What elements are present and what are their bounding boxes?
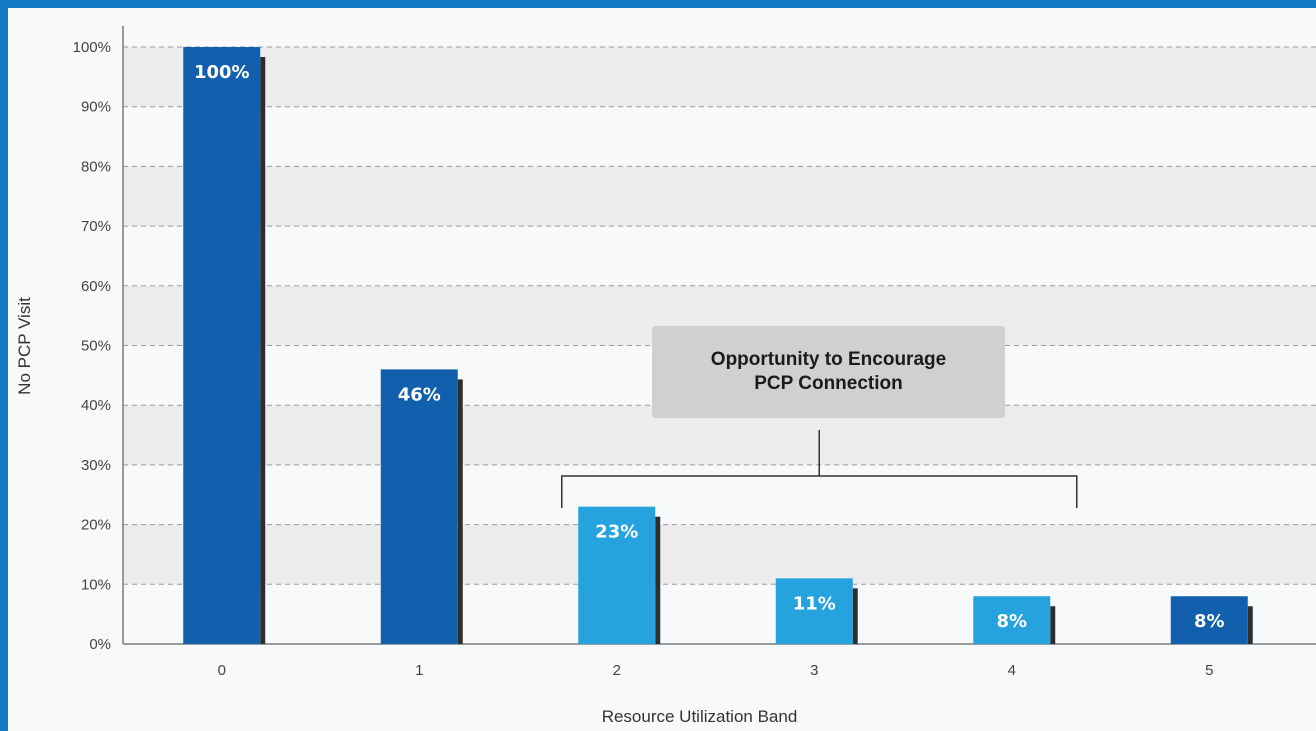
x-tick-label: 2: [613, 662, 621, 679]
bars: 100% 46% 23% 11% 8% 8%: [183, 47, 1253, 644]
bar: [380, 369, 458, 644]
x-axis: 0 1 2 3 4 5: [218, 662, 1214, 679]
x-tick-label: 4: [1008, 662, 1016, 679]
bar: [183, 47, 261, 644]
data-label: 46%: [398, 384, 441, 405]
x-axis-title: Resource Utilization Band: [602, 707, 798, 726]
y-tick-label: 80%: [81, 158, 111, 175]
x-tick-label: 0: [218, 662, 226, 679]
bar-shadow: [1050, 606, 1056, 644]
y-axis: 0% 10% 20% 30% 40% 50% 60% 70% 80% 90% 100%: [73, 26, 124, 653]
y-tick-label: 60%: [81, 278, 111, 295]
bracket-line: [561, 430, 1078, 508]
y-tick-label: 90%: [81, 99, 111, 116]
bar-chart: 0% 10% 20% 30% 40% 50% 60% 70% 80% 90% 100% 100% 46…: [15, 26, 1316, 726]
y-tick-label: 40%: [81, 397, 111, 414]
bar: [578, 506, 656, 644]
x-tick-label: 5: [1205, 662, 1213, 679]
annotation-bracket: [561, 430, 1078, 508]
bar-shadow: [1247, 606, 1253, 644]
y-tick-label: 20%: [81, 517, 111, 534]
data-label: 11%: [793, 593, 836, 614]
grid-bands: [123, 47, 1316, 585]
y-tick-label: 100%: [73, 39, 111, 56]
bar-shadow: [852, 588, 858, 644]
data-label: 8%: [996, 611, 1027, 632]
data-label: 100%: [194, 62, 250, 83]
x-tick-label: 3: [810, 662, 818, 679]
grid-band: [123, 524, 1316, 585]
x-tick-label: 1: [415, 662, 423, 679]
bar: [775, 578, 853, 644]
bar: [973, 596, 1051, 644]
data-label: 8%: [1194, 611, 1225, 632]
y-axis-title: No PCP Visit: [15, 297, 34, 395]
bar-shadow: [260, 57, 266, 644]
grid-band: [123, 47, 1316, 107]
chart-frame: 0% 10% 20% 30% 40% 50% 60% 70% 80% 90% 100% 100% 46…: [8, 8, 1316, 731]
y-tick-label: 10%: [81, 576, 111, 593]
y-tick-label: 50%: [81, 338, 111, 355]
annotation-text: Opportunity to Encourage PCP Connection: [710, 349, 947, 394]
bar-shadow: [457, 379, 463, 644]
gridlines: [123, 46, 1316, 645]
data-label: 23%: [595, 522, 638, 543]
y-tick-label: 70%: [81, 218, 111, 235]
bar-shadow: [655, 516, 661, 644]
bar: [1170, 596, 1248, 644]
y-tick-label: 30%: [81, 457, 111, 474]
annotation-callout: Opportunity to Encourage PCP Connection: [652, 326, 1005, 418]
y-tick-label: 0%: [89, 636, 111, 653]
grid-band: [123, 166, 1316, 227]
